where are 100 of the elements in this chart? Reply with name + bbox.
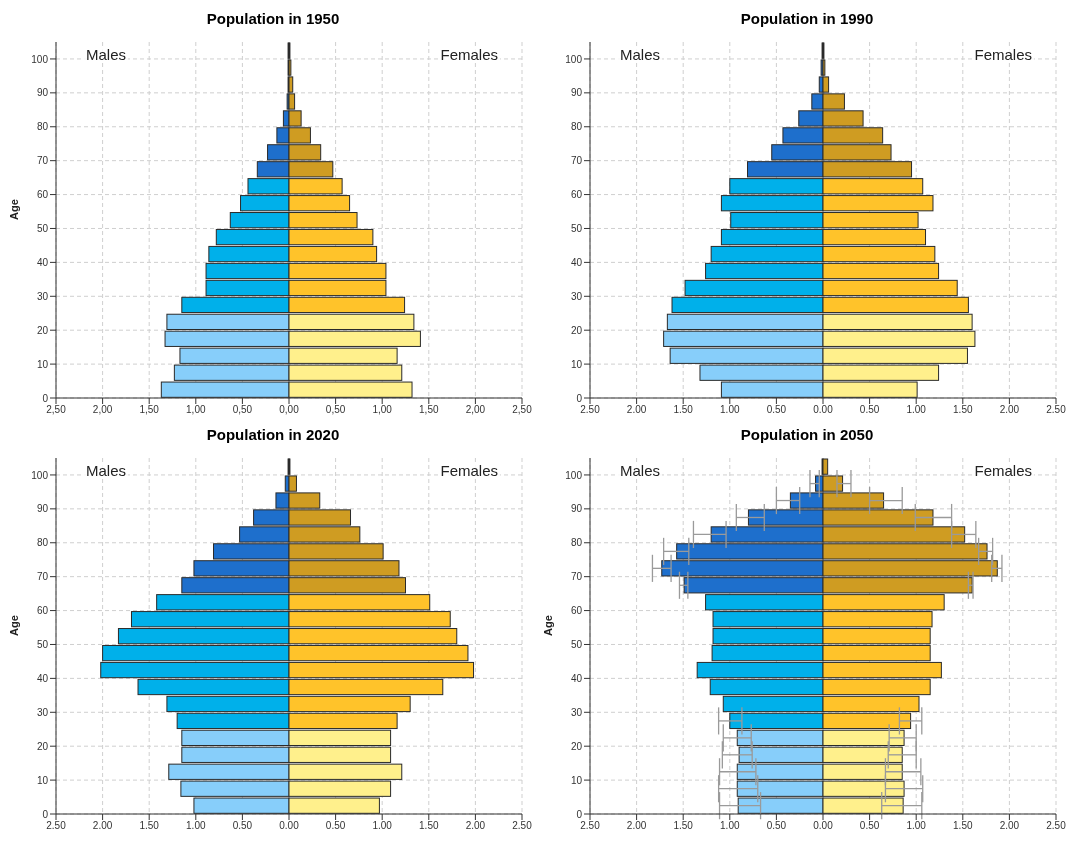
x-tick-label: 1.50 (673, 820, 694, 832)
y-tick-label: 50 (570, 223, 583, 235)
x-tick-label: 0.00 (813, 404, 834, 416)
x-tick-label: 1,50 (419, 404, 439, 416)
y-tick-label: 40 (570, 256, 583, 268)
x-tick-label: 2,50 (512, 404, 533, 416)
x-tick-label: 2,00 (92, 404, 113, 416)
x-tick-label: 1.50 (139, 820, 160, 832)
x-tick-label: 2.00 (92, 820, 113, 832)
y-tick-label: 90 (570, 87, 583, 99)
chart-title: Population in 2050 (739, 425, 875, 445)
x-tick-label: 2.00 (626, 404, 647, 416)
y-tick-label: 80 (570, 121, 583, 133)
x-tick-label: 1.50 (673, 404, 694, 416)
y-tick-label: 0 (576, 392, 583, 404)
y-tick-label: 10 (36, 774, 49, 786)
annotation: Males (84, 462, 129, 479)
x-tick-label: 1.00 (906, 404, 927, 416)
y-tick-label: 0 (576, 808, 583, 820)
chart-title: Population in 2020 (205, 425, 341, 445)
x-tick-label: 2.50 (580, 820, 601, 832)
y-tick-label: 100 (31, 469, 49, 481)
x-tick-label: 0,50 (325, 404, 346, 416)
y-tick-label: 100 (31, 53, 49, 65)
y-tick-label: 0 (42, 808, 49, 820)
y-tick-label: 90 (36, 503, 49, 515)
x-tick-label: 2,00 (465, 404, 486, 416)
x-tick-label: 0.50 (766, 820, 787, 832)
y-tick-label: 50 (570, 639, 583, 651)
chart-title: Population in 1950 (205, 9, 341, 29)
y-axis-title: Age (7, 199, 20, 220)
y-tick-label: 40 (36, 672, 49, 684)
annotation: Females (972, 46, 1034, 63)
y-tick-label: 50 (36, 639, 49, 651)
x-tick-label: 1.50 (419, 820, 439, 832)
y-axis-title: Age (7, 615, 20, 636)
x-tick-label: 1.00 (720, 820, 740, 832)
x-tick-label: 2.50 (512, 820, 533, 832)
y-tick-label: 40 (36, 256, 49, 268)
y-tick-label: 80 (36, 537, 49, 549)
y-tick-label: 90 (570, 503, 583, 515)
y-tick-label: 10 (36, 358, 49, 370)
x-tick-label: 1.50 (953, 820, 973, 832)
annotation: Females (438, 462, 500, 479)
y-tick-label: 70 (570, 155, 583, 167)
y-tick-label: 100 (565, 469, 583, 481)
y-tick-label: 30 (36, 290, 49, 302)
x-tick-label: 2.00 (626, 820, 647, 832)
y-tick-label: 30 (36, 706, 49, 718)
y-tick-label: 60 (36, 189, 49, 201)
y-tick-label: 20 (36, 324, 49, 336)
y-tick-label: 70 (36, 571, 49, 583)
x-tick-label: 1.00 (720, 404, 740, 416)
y-tick-label: 100 (565, 53, 583, 65)
x-tick-label: 1,00 (372, 404, 393, 416)
x-tick-label: 2.50 (1046, 820, 1067, 832)
annotation: Males (618, 462, 663, 479)
x-tick-label: 0.50 (859, 404, 880, 416)
y-tick-label: 30 (570, 706, 583, 718)
y-tick-label: 20 (36, 740, 49, 752)
annotation: Females (438, 46, 500, 63)
y-tick-label: 40 (570, 672, 583, 684)
x-tick-label: 0,00 (279, 404, 300, 416)
x-tick-label: 1,00 (186, 404, 206, 416)
x-tick-label: 2.50 (1046, 404, 1067, 416)
x-tick-label: 1.00 (906, 820, 927, 832)
x-tick-label: 0.00 (279, 820, 300, 832)
y-tick-label: 50 (36, 223, 49, 235)
x-tick-label: 2.50 (46, 820, 67, 832)
y-tick-label: 80 (36, 121, 49, 133)
x-tick-label: 2.00 (999, 404, 1020, 416)
x-tick-label: 0.50 (232, 820, 253, 832)
y-tick-label: 10 (570, 358, 583, 370)
y-tick-label: 70 (570, 571, 583, 583)
y-tick-label: 90 (36, 87, 49, 99)
y-tick-label: 80 (570, 537, 583, 549)
y-tick-label: 60 (570, 605, 583, 617)
x-tick-label: 2.00 (465, 820, 486, 832)
y-tick-label: 10 (570, 774, 583, 786)
y-tick-label: 20 (570, 740, 583, 752)
annotation: Males (618, 46, 663, 63)
y-tick-label: 20 (570, 324, 583, 336)
x-tick-label: 1,50 (139, 404, 160, 416)
x-tick-label: 2.00 (999, 820, 1020, 832)
x-tick-label: 2.50 (580, 404, 601, 416)
annotation: Females (972, 462, 1034, 479)
y-tick-label: 30 (570, 290, 583, 302)
x-tick-label: 0.50 (859, 820, 880, 832)
y-tick-label: 70 (36, 155, 49, 167)
y-tick-label: 0 (42, 392, 49, 404)
x-tick-label: 0.50 (325, 820, 346, 832)
y-axis-title: Age (541, 615, 554, 636)
y-tick-label: 60 (36, 605, 49, 617)
x-tick-label: 0.50 (766, 404, 787, 416)
y-tick-label: 60 (570, 189, 583, 201)
x-tick-label: 1.00 (372, 820, 393, 832)
x-tick-label: 1.00 (186, 820, 206, 832)
annotation: Males (84, 46, 129, 63)
x-tick-label: 0.00 (813, 820, 834, 832)
chart-title: Population in 1990 (739, 9, 875, 29)
